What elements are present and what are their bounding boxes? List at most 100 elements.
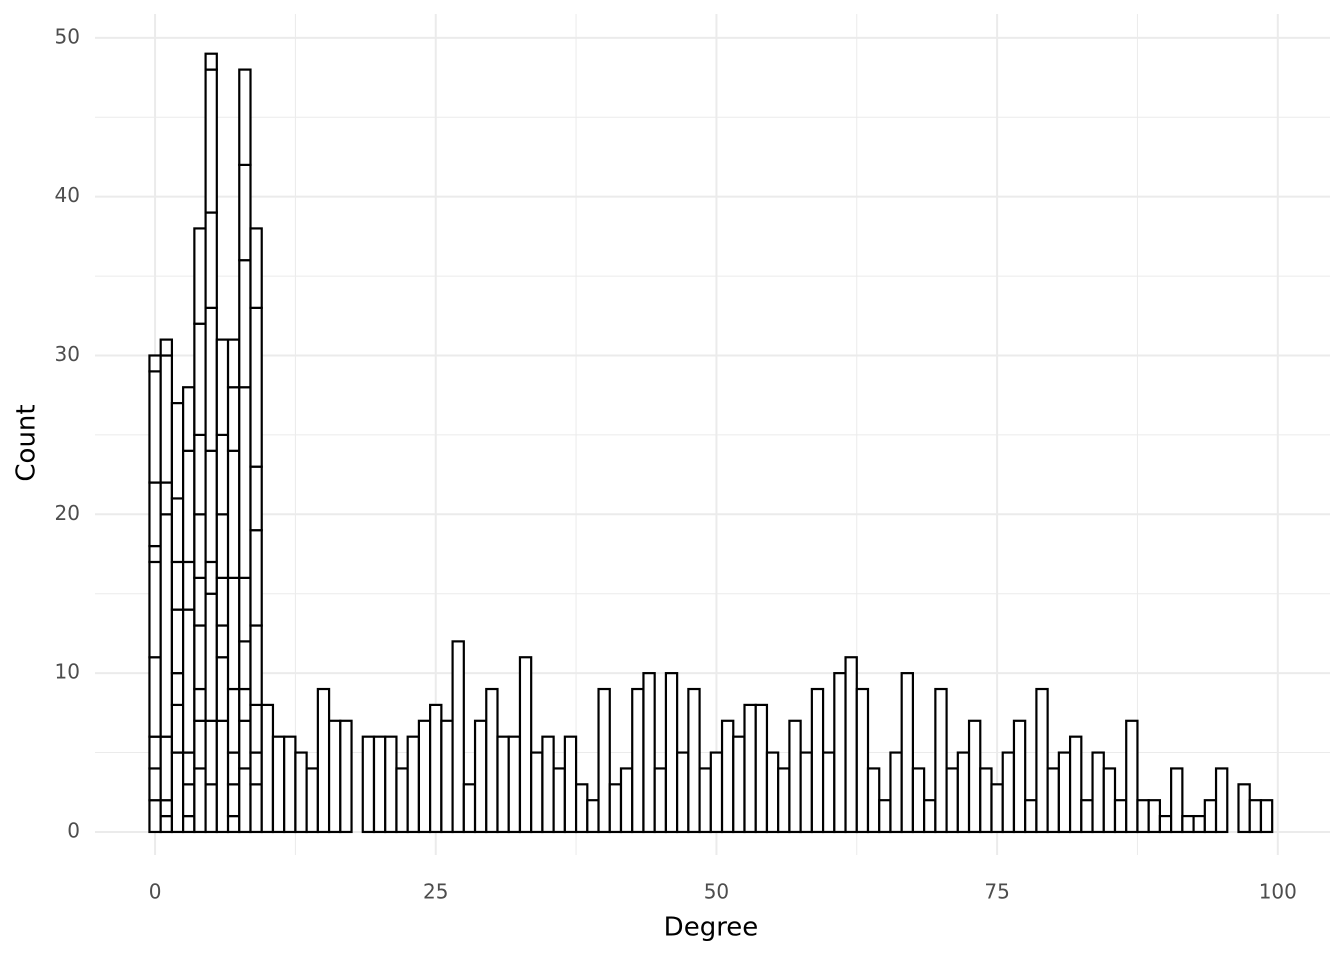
histogram-bar-segment	[182, 783, 196, 818]
histogram-bar-segment	[249, 703, 263, 754]
histogram-bar-segment	[844, 656, 858, 834]
histogram-bar-segment	[619, 767, 634, 834]
histogram-bar-segment	[170, 402, 185, 500]
histogram-bar-segment	[878, 799, 892, 834]
histogram-bar-segment	[249, 529, 263, 627]
histogram-bar-segment	[923, 799, 937, 834]
histogram-bar-segment	[249, 783, 263, 834]
histogram-bar-segment	[574, 783, 589, 834]
histogram-bar-segment	[182, 386, 196, 452]
histogram-bar-segment	[226, 449, 241, 579]
histogram-bar-segment	[473, 719, 488, 834]
histogram-bar-segment	[148, 656, 162, 738]
histogram-bar-segment	[170, 608, 185, 675]
histogram-bar-segment	[249, 227, 263, 309]
histogram-bar-segment	[148, 354, 162, 373]
histogram-bar-segment	[664, 672, 679, 834]
histogram-bar-segment	[182, 449, 196, 564]
histogram-bar-segment	[238, 386, 252, 579]
histogram-bar-segment	[541, 735, 555, 834]
histogram-bar-segment	[226, 783, 241, 818]
histogram-bar-segment	[451, 640, 465, 834]
histogram-bar-segment	[249, 751, 263, 786]
histogram-bar-segment	[193, 767, 207, 834]
histogram-bar-segment	[496, 735, 510, 834]
histogram-bar-segment	[226, 576, 241, 691]
histogram-bar-segment	[159, 481, 174, 516]
histogram-bar-segment	[417, 719, 432, 834]
histogram-bar-segment	[159, 735, 174, 802]
histogram-bar-segment	[193, 687, 207, 722]
histogram-bar-segment	[361, 735, 376, 834]
histogram-bar-segment	[631, 687, 645, 834]
histogram-bar-segment	[182, 751, 196, 786]
y-tick-label: 40	[55, 183, 80, 207]
histogram-bar-segment	[148, 735, 162, 770]
histogram-bar-segment	[1091, 751, 1105, 834]
histogram-bar-segment	[754, 703, 769, 834]
histogram-bar-segment	[182, 560, 196, 611]
histogram-bar-segment	[1035, 687, 1049, 834]
histogram-bar-segment	[339, 719, 353, 834]
histogram-bar-segment	[193, 576, 207, 627]
histogram-bar-segment	[159, 513, 174, 738]
histogram-bar-segment	[530, 751, 544, 834]
histogram-bar-segment	[990, 783, 1004, 834]
histogram-bar-segment	[1181, 814, 1195, 834]
histogram-bar-segment	[979, 767, 993, 834]
histogram-bar-segment	[182, 608, 196, 754]
histogram-bar-segment	[215, 624, 230, 659]
x-tick-label: 50	[704, 880, 729, 904]
histogram-bar-segment	[148, 370, 162, 484]
y-tick-label: 20	[55, 501, 80, 525]
histogram-bar-segment	[384, 735, 398, 834]
histogram-bar-segment	[249, 306, 263, 468]
histogram-bar-segment	[215, 656, 230, 722]
histogram-bar-segment	[732, 735, 746, 834]
histogram-bar-segment	[226, 338, 241, 389]
histogram-bar-segment	[226, 751, 241, 786]
histogram-bar-segment	[1147, 799, 1162, 834]
histogram-bar-segment	[642, 672, 656, 834]
histogram-bar-segment	[226, 687, 241, 754]
histogram-bar-segment	[788, 719, 802, 834]
histogram-bar-segment	[395, 767, 409, 834]
histogram-bar-segment	[1192, 814, 1206, 834]
histogram-bar-segment	[698, 767, 712, 834]
histogram-bar-segment	[238, 68, 252, 166]
histogram-bar-segment	[170, 751, 185, 834]
histogram-bar-segment	[226, 814, 241, 834]
histogram-bar-segment	[653, 767, 668, 834]
histogram-bar-segment	[204, 719, 218, 786]
y-axis-title: Count	[12, 404, 42, 481]
histogram-bar-segment	[193, 433, 207, 516]
histogram-bar-segment	[889, 751, 903, 834]
histogram-bar-segment	[709, 751, 724, 834]
histogram-bar-segment	[1203, 799, 1218, 834]
histogram-bar-segment	[170, 497, 185, 564]
histogram-bar-segment	[204, 449, 218, 564]
histogram-bar-segment	[215, 338, 230, 436]
histogram-bar-segment	[563, 735, 578, 834]
histogram-bar-segment	[182, 814, 196, 834]
histogram-bar-segment	[193, 719, 207, 770]
histogram-bar-segment	[148, 481, 162, 548]
histogram-bar-segment	[316, 687, 331, 834]
histogram-bar-segment	[260, 703, 275, 834]
histogram-bar-segment	[148, 799, 162, 834]
histogram-bar-segment	[1001, 751, 1016, 834]
histogram-bar-segment	[1057, 751, 1072, 834]
histogram-bar-segment	[204, 592, 218, 722]
histogram-bar-segment	[238, 640, 252, 691]
histogram-bar-segment	[193, 322, 207, 436]
histogram-bar-segment	[159, 814, 174, 834]
histogram-bar-segment	[1113, 799, 1128, 834]
histogram-bar-segment	[485, 687, 499, 834]
histogram-bar-segment	[215, 513, 230, 579]
histogram-bar-segment	[1170, 767, 1184, 834]
histogram-bar-segment	[518, 656, 533, 834]
histogram-bar-segment	[204, 560, 218, 595]
histogram-bar-segment	[1080, 799, 1094, 834]
histogram-bar-segment	[720, 719, 735, 834]
